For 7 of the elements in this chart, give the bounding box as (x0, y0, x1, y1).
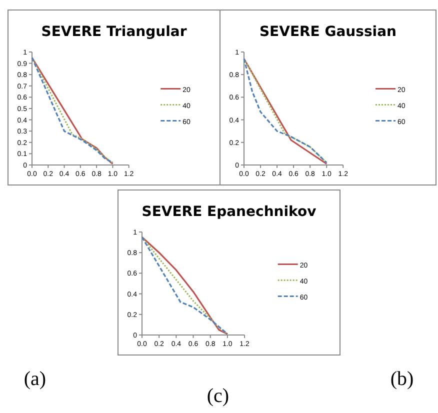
line-series (141, 236, 228, 335)
chart-title: SEVERE Triangular (41, 24, 187, 40)
chart-title: SEVERE Gaussian (259, 24, 397, 40)
chart-title: SEVERE Epanechnikov (142, 204, 316, 220)
text: (b) (390, 368, 414, 390)
text: (a) (24, 368, 46, 390)
text: (c) (206, 385, 230, 407)
